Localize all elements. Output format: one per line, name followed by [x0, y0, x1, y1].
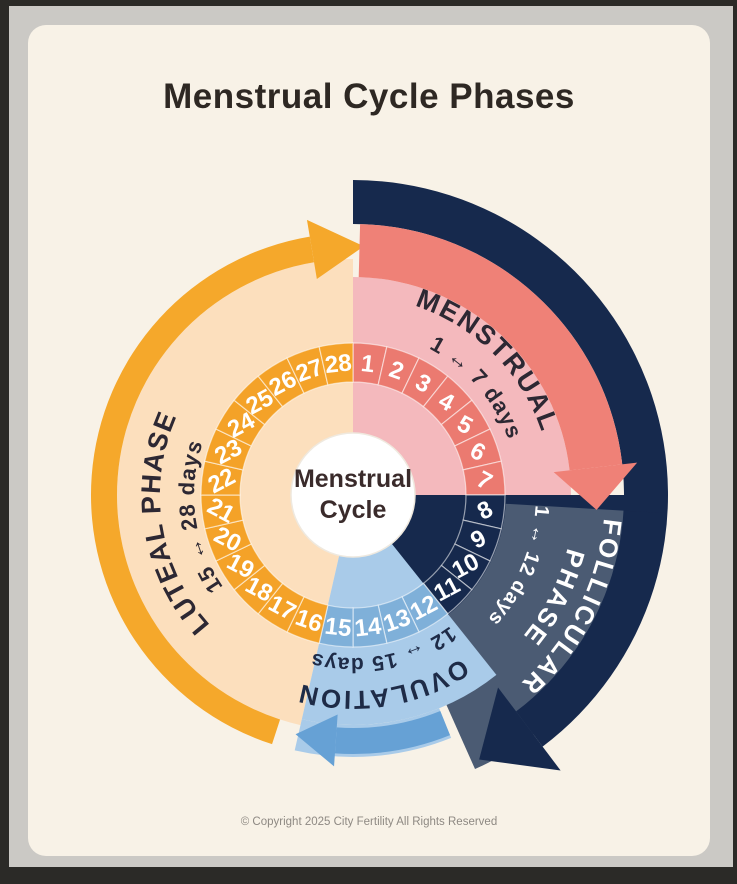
menstrual-arrow-head	[553, 462, 638, 510]
center-label-line1: Menstrual	[294, 465, 412, 493]
follicular-divider-stripe	[504, 495, 667, 514]
ovulation-arrow-band	[334, 711, 451, 755]
background-mat: Menstrual Cycle Phases 1 2 3 4 5 6 7 8 9 10 11 12 13…	[9, 6, 733, 867]
copyright-text: © Copyright 2025 City Fertility All Righ…	[240, 816, 498, 828]
follicular-arrow-band	[353, 180, 668, 747]
menstrual-wedge	[353, 277, 571, 495]
day-number-14: 14	[353, 613, 383, 643]
center-circle	[290, 432, 416, 558]
day-number-1: 1	[360, 350, 376, 378]
menstrual-arrow-band	[358, 224, 623, 471]
infographic-card: Menstrual Cycle Phases 1 2 3 4 5 6 7 8 9 10 11 12 13…	[28, 25, 710, 856]
follicular-arrow-head	[479, 687, 561, 771]
luteal-arrow-band	[90, 236, 315, 745]
day-cell-28	[318, 342, 354, 386]
luteal-arrow-head	[306, 219, 364, 279]
center-label-line2: Cycle	[320, 496, 387, 524]
menstrual-cycle-diagram: 1 2 34567891011121314151617181920212223242…	[90, 180, 668, 771]
ovulation-arrow-head	[295, 714, 338, 767]
day-number-28: 28	[323, 349, 353, 379]
page-title: Menstrual Cycle Phases	[163, 77, 575, 116]
day-number-15: 15	[323, 613, 353, 643]
